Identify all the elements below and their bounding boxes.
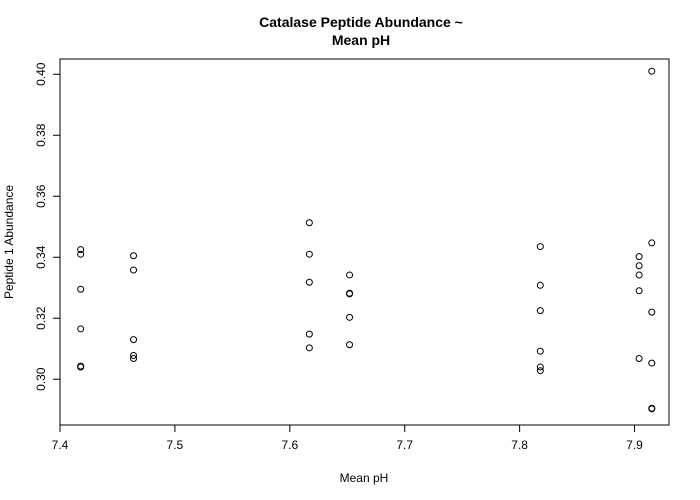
- data-point: [305, 330, 313, 338]
- data-point: [648, 67, 656, 75]
- data-point: [77, 325, 85, 333]
- plot-frame: [59, 58, 670, 426]
- y-tick-label: 0.32: [34, 306, 48, 330]
- data-points: [77, 67, 656, 413]
- data-point: [635, 287, 643, 295]
- data-point: [346, 313, 354, 321]
- data-point: [536, 363, 544, 371]
- data-point: [130, 355, 138, 363]
- data-point: [305, 219, 313, 227]
- data-point: [77, 363, 85, 371]
- data-point: [635, 253, 643, 261]
- x-tick-label: 7.5: [167, 438, 184, 452]
- chart-title-line-2: Mean pH: [332, 32, 390, 48]
- x-axis-label: Mean pH: [340, 471, 389, 485]
- y-axis: 0.30 0.32 0.34 0.36 0.38 0.40: [34, 62, 61, 391]
- data-point: [77, 285, 85, 293]
- data-point: [77, 246, 85, 254]
- data-point: [536, 307, 544, 315]
- chart-title-line-1: Catalase Peptide Abundance ~: [259, 14, 463, 30]
- data-point: [648, 239, 656, 247]
- y-tick-label: 0.40: [34, 62, 48, 86]
- data-point: [536, 367, 544, 375]
- data-point: [648, 308, 656, 316]
- data-point: [130, 336, 138, 344]
- data-point: [130, 351, 138, 359]
- y-tick-label: 0.38: [34, 123, 48, 147]
- data-point: [346, 290, 354, 298]
- x-tick-label: 7.6: [281, 438, 298, 452]
- data-point: [536, 347, 544, 355]
- data-point: [635, 262, 643, 270]
- y-tick-label: 0.34: [34, 245, 48, 269]
- data-point: [130, 266, 138, 274]
- data-point: [305, 278, 313, 286]
- data-point: [635, 355, 643, 363]
- data-point: [346, 341, 354, 349]
- data-point: [648, 405, 656, 413]
- x-axis: 7.4 7.5 7.6 7.7 7.8 7.9: [52, 424, 643, 452]
- y-tick-label: 0.36: [34, 184, 48, 208]
- data-point: [635, 271, 643, 279]
- data-point: [648, 359, 656, 367]
- y-axis-label: Peptide 1 Abundance: [2, 185, 16, 299]
- data-point: [536, 281, 544, 289]
- x-tick-label: 7.7: [396, 438, 413, 452]
- x-tick-label: 7.8: [511, 438, 528, 452]
- data-point: [346, 271, 354, 279]
- data-point: [305, 344, 313, 352]
- data-point: [536, 243, 544, 251]
- data-point: [305, 250, 313, 258]
- x-tick-label: 7.4: [52, 438, 69, 452]
- data-point: [77, 250, 85, 258]
- y-tick-label: 0.30: [34, 367, 48, 391]
- x-tick-label: 7.9: [626, 438, 643, 452]
- data-point: [130, 252, 138, 260]
